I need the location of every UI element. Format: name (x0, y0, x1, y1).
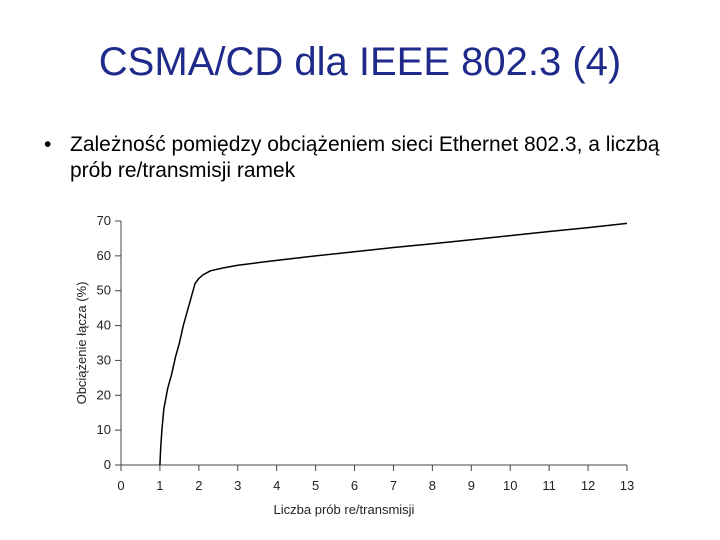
x-tick-label: 2 (195, 478, 202, 493)
x-tick-label: 13 (620, 478, 634, 493)
x-axis-label: Liczba prób re/transmisji (274, 502, 415, 517)
y-tick-label: 50 (97, 283, 111, 298)
y-tick-label: 0 (104, 457, 111, 472)
y-tick-label: 20 (97, 387, 111, 402)
x-tick-label: 11 (542, 478, 556, 493)
x-tick-label: 8 (429, 478, 436, 493)
x-tick-label: 4 (273, 478, 280, 493)
x-tick-label: 3 (234, 478, 241, 493)
series-line (159, 222, 628, 466)
y-tick-label: 40 (97, 318, 111, 333)
y-axis-label: Obciążenie łącza (%) (74, 282, 89, 405)
bullet-text: Zależność pomiędzy obciążeniem sieci Eth… (70, 133, 660, 182)
x-tick-label: 9 (468, 478, 475, 493)
slide-title: CSMA/CD dla IEEE 802.3 (4) (98, 40, 622, 84)
chart-axes (120, 221, 627, 466)
y-tick-label: 70 (97, 213, 111, 228)
x-tick-label: 7 (390, 478, 397, 493)
y-tick-label: 60 (97, 248, 111, 263)
bullet-symbol: • (44, 133, 52, 156)
x-tick-label: 0 (117, 478, 124, 493)
y-tick-label: 10 (97, 422, 111, 437)
y-tick-label: 30 (97, 352, 111, 367)
x-tick-label: 10 (503, 478, 517, 493)
x-tick-label: 1 (156, 478, 163, 493)
x-tick-label: 5 (312, 478, 319, 493)
x-tick-label: 6 (351, 478, 358, 493)
chart-series (159, 222, 628, 466)
x-tick-label: 12 (581, 478, 595, 493)
